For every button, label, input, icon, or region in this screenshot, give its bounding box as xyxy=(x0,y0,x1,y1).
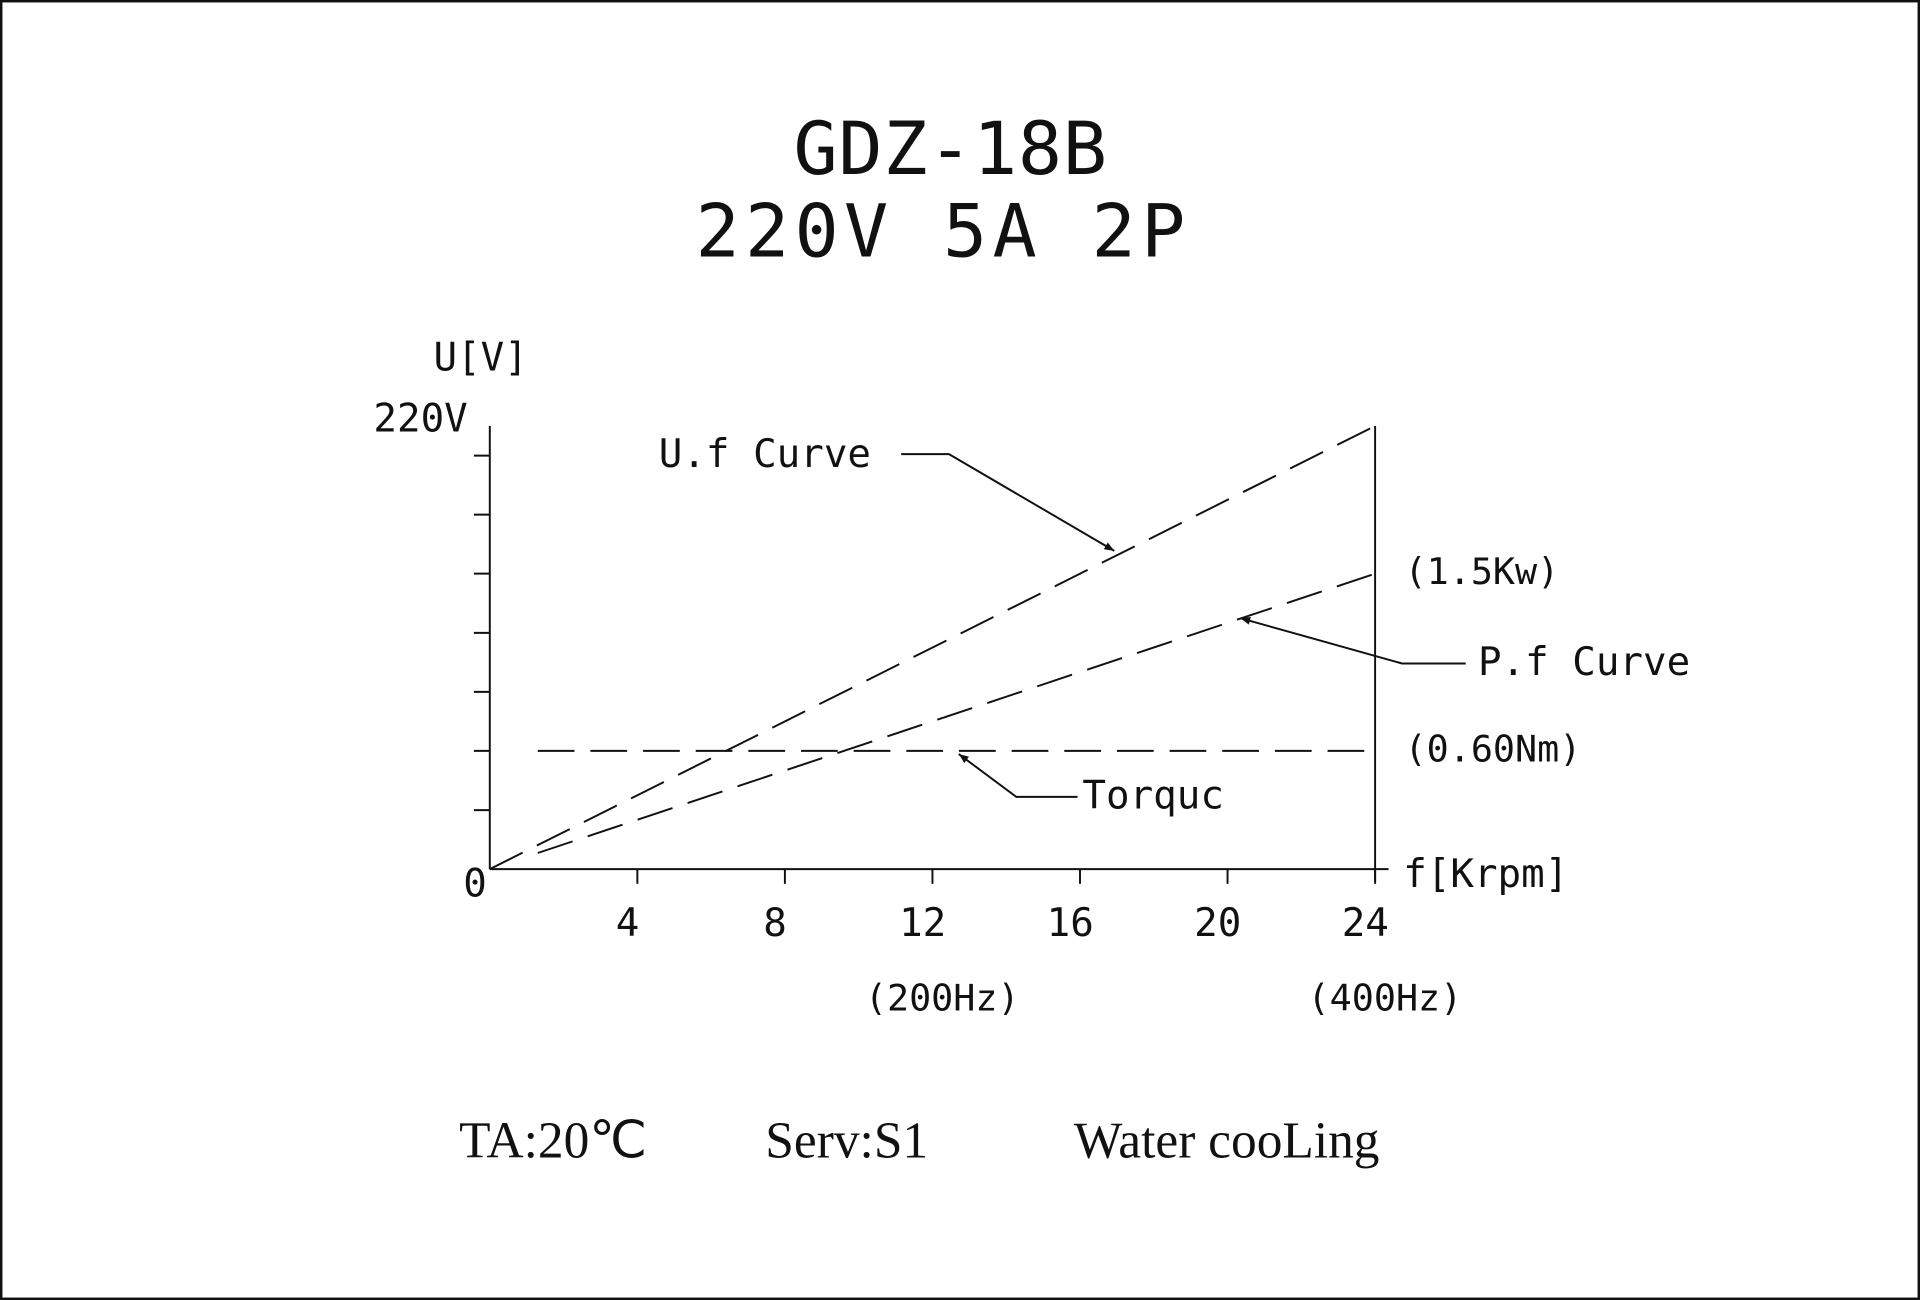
leader-line xyxy=(1240,617,1466,665)
origin-label: 0 xyxy=(463,862,487,907)
series-end-label: (0.60Nm) xyxy=(1404,727,1581,770)
x-tick-label: 4 xyxy=(616,901,640,946)
footer-text: Serv:S1 xyxy=(765,1113,928,1170)
series-end-label: (1.5Kw) xyxy=(1404,550,1559,593)
x-tick-label: 24 xyxy=(1342,901,1389,946)
y-axis-label: U[V] xyxy=(433,335,527,380)
chart-subtitle: 220V 5A 2P xyxy=(696,189,1186,274)
x-tick-label: 12 xyxy=(899,901,946,946)
footer-text: Water cooLing xyxy=(1074,1113,1380,1170)
x-tick-label: 8 xyxy=(763,901,787,946)
x-axis-label: f[Krpm] xyxy=(1403,852,1568,897)
x-sublabel: (200Hz) xyxy=(865,977,1020,1020)
leader-line xyxy=(901,453,1115,552)
leader-line xyxy=(958,753,1078,798)
series-callout: P.f Curve xyxy=(1478,640,1690,685)
x-tick-label: 20 xyxy=(1194,901,1241,946)
chart-title: GDZ-18B xyxy=(793,107,1106,192)
series-line xyxy=(537,572,1376,854)
series-line xyxy=(489,425,1376,870)
series-callout: U.f Curve xyxy=(659,432,871,477)
footer-text: TA:20℃ xyxy=(459,1113,647,1170)
series-callout: Torquc xyxy=(1082,774,1223,819)
x-tick-label: 16 xyxy=(1047,901,1094,946)
y-tick-label: 220V xyxy=(373,397,467,442)
x-sublabel: (400Hz) xyxy=(1308,977,1463,1020)
